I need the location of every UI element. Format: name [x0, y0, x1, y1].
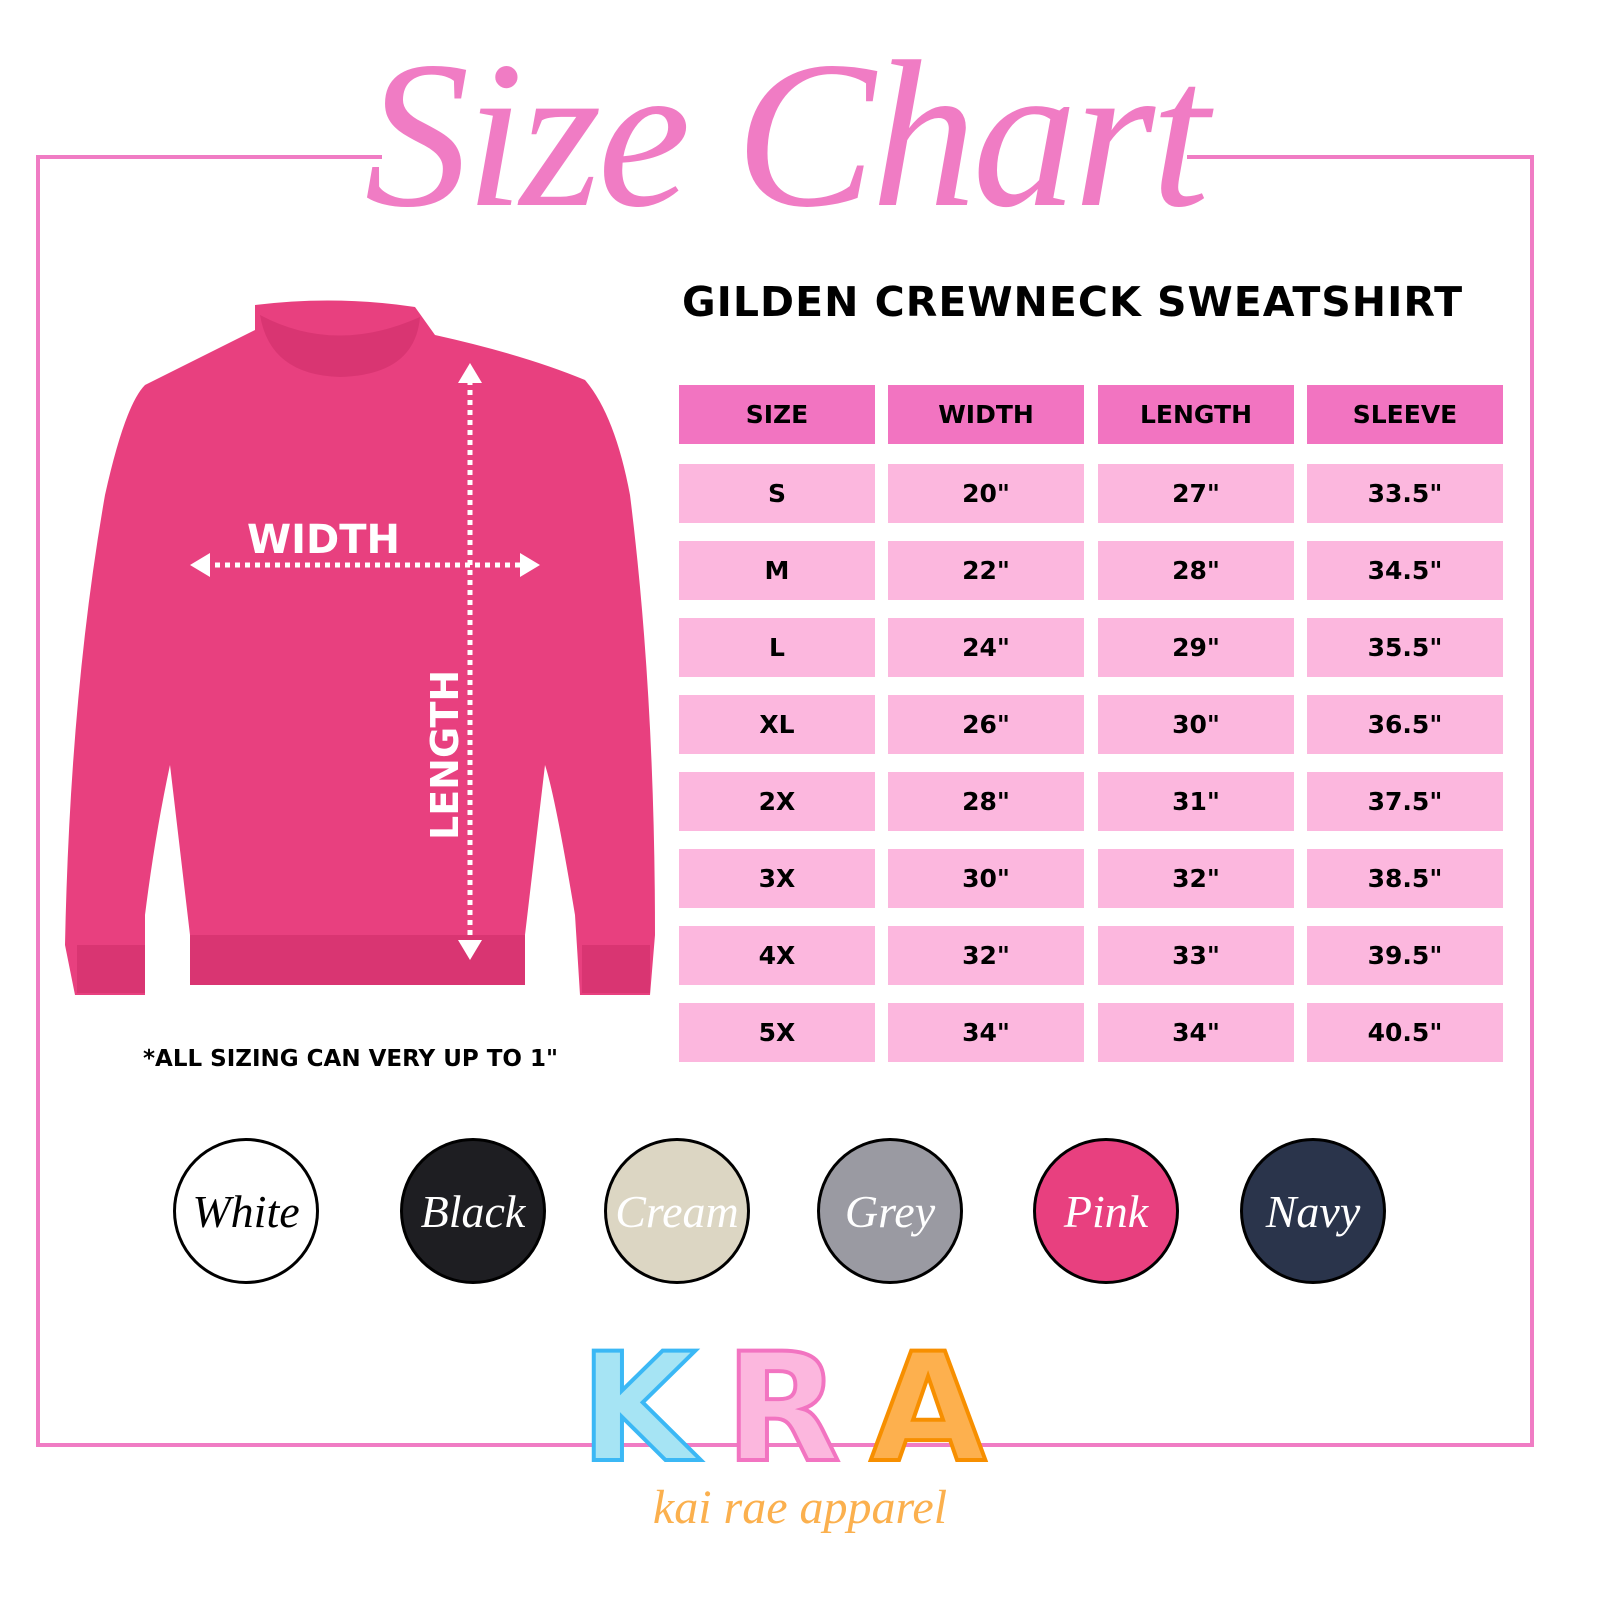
- cell-sleeve: 36.5": [1307, 695, 1503, 754]
- cell-size: 5X: [679, 1003, 875, 1062]
- width-label: WIDTH: [247, 517, 400, 563]
- frame-right: [1530, 155, 1534, 1447]
- cell-length: 34": [1098, 1003, 1294, 1062]
- frame-top-left: [36, 155, 382, 159]
- cell-size: 4X: [679, 926, 875, 985]
- swatch-cream: Cream: [604, 1138, 750, 1284]
- cuff-left: [77, 945, 145, 993]
- swatch-label: Cream: [615, 1185, 739, 1237]
- cell-length: 31": [1098, 772, 1294, 831]
- width-arrow-left-icon: [190, 553, 210, 577]
- swatch-label: Grey: [844, 1185, 936, 1237]
- swatch-label: Black: [420, 1185, 526, 1237]
- cell-length: 29": [1098, 618, 1294, 677]
- frame-top-right: [1187, 155, 1534, 159]
- swatch-label: Navy: [1265, 1185, 1361, 1237]
- cell-sleeve: 34.5": [1307, 541, 1503, 600]
- cell-width: 34": [888, 1003, 1084, 1062]
- swatch-label: Pink: [1063, 1185, 1149, 1237]
- sweatshirt-shape: [65, 300, 655, 995]
- logo-letter-k: K: [580, 1322, 701, 1475]
- header-width: WIDTH: [888, 385, 1084, 444]
- length-arrow-up-icon: [458, 363, 482, 383]
- cuff-right: [582, 945, 650, 993]
- cell-sleeve: 35.5": [1307, 618, 1503, 677]
- width-arrow-right-icon: [520, 553, 540, 577]
- cell-size: 2X: [679, 772, 875, 831]
- cell-width: 20": [888, 464, 1084, 523]
- header-sleeve: SLEEVE: [1307, 385, 1503, 444]
- cell-length: 27": [1098, 464, 1294, 523]
- cell-size: 3X: [679, 849, 875, 908]
- swatch-navy: Navy: [1240, 1138, 1386, 1284]
- swatch-white: White: [173, 1138, 319, 1284]
- page-title: Size Chart: [364, 19, 1210, 251]
- frame-bottom: [36, 1443, 1534, 1447]
- swatch-pink: Pink: [1033, 1138, 1179, 1284]
- length-arrow-down-icon: [458, 940, 482, 960]
- cell-sleeve: 39.5": [1307, 926, 1503, 985]
- swatch-grey: Grey: [817, 1138, 963, 1284]
- cell-width: 22": [888, 541, 1084, 600]
- sweatshirt-diagram: WIDTH LENGTH: [65, 300, 655, 995]
- cell-sleeve: 38.5": [1307, 849, 1503, 908]
- product-title: GILDEN CREWNECK SWEATSHIRT: [682, 278, 1464, 326]
- frame-left: [36, 155, 40, 1447]
- cell-sleeve: 33.5": [1307, 464, 1503, 523]
- cell-sleeve: 37.5": [1307, 772, 1503, 831]
- cell-sleeve: 40.5": [1307, 1003, 1503, 1062]
- cell-length: 28": [1098, 541, 1294, 600]
- length-label: LENGTH: [423, 670, 467, 840]
- cell-length: 32": [1098, 849, 1294, 908]
- logo-letter-r: R: [725, 1322, 841, 1475]
- cell-width: 30": [888, 849, 1084, 908]
- logo-tagline: kai rae apparel: [652, 1481, 948, 1534]
- sizing-note: *ALL SIZING CAN VERY UP TO 1": [143, 1046, 558, 1072]
- logo-letter-a: A: [870, 1322, 986, 1475]
- swatch-label: White: [192, 1185, 300, 1237]
- cell-size: M: [679, 541, 875, 600]
- collar: [260, 315, 420, 377]
- cell-length: 33": [1098, 926, 1294, 985]
- cell-length: 30": [1098, 695, 1294, 754]
- cell-size: L: [679, 618, 875, 677]
- header-length: LENGTH: [1098, 385, 1294, 444]
- kra-logo: K R A: [578, 1320, 988, 1475]
- header-size: SIZE: [679, 385, 875, 444]
- cell-size: S: [679, 464, 875, 523]
- cell-width: 32": [888, 926, 1084, 985]
- swatch-black: Black: [400, 1138, 546, 1284]
- cell-width: 24": [888, 618, 1084, 677]
- cell-width: 26": [888, 695, 1084, 754]
- cell-size: XL: [679, 695, 875, 754]
- cell-width: 28": [888, 772, 1084, 831]
